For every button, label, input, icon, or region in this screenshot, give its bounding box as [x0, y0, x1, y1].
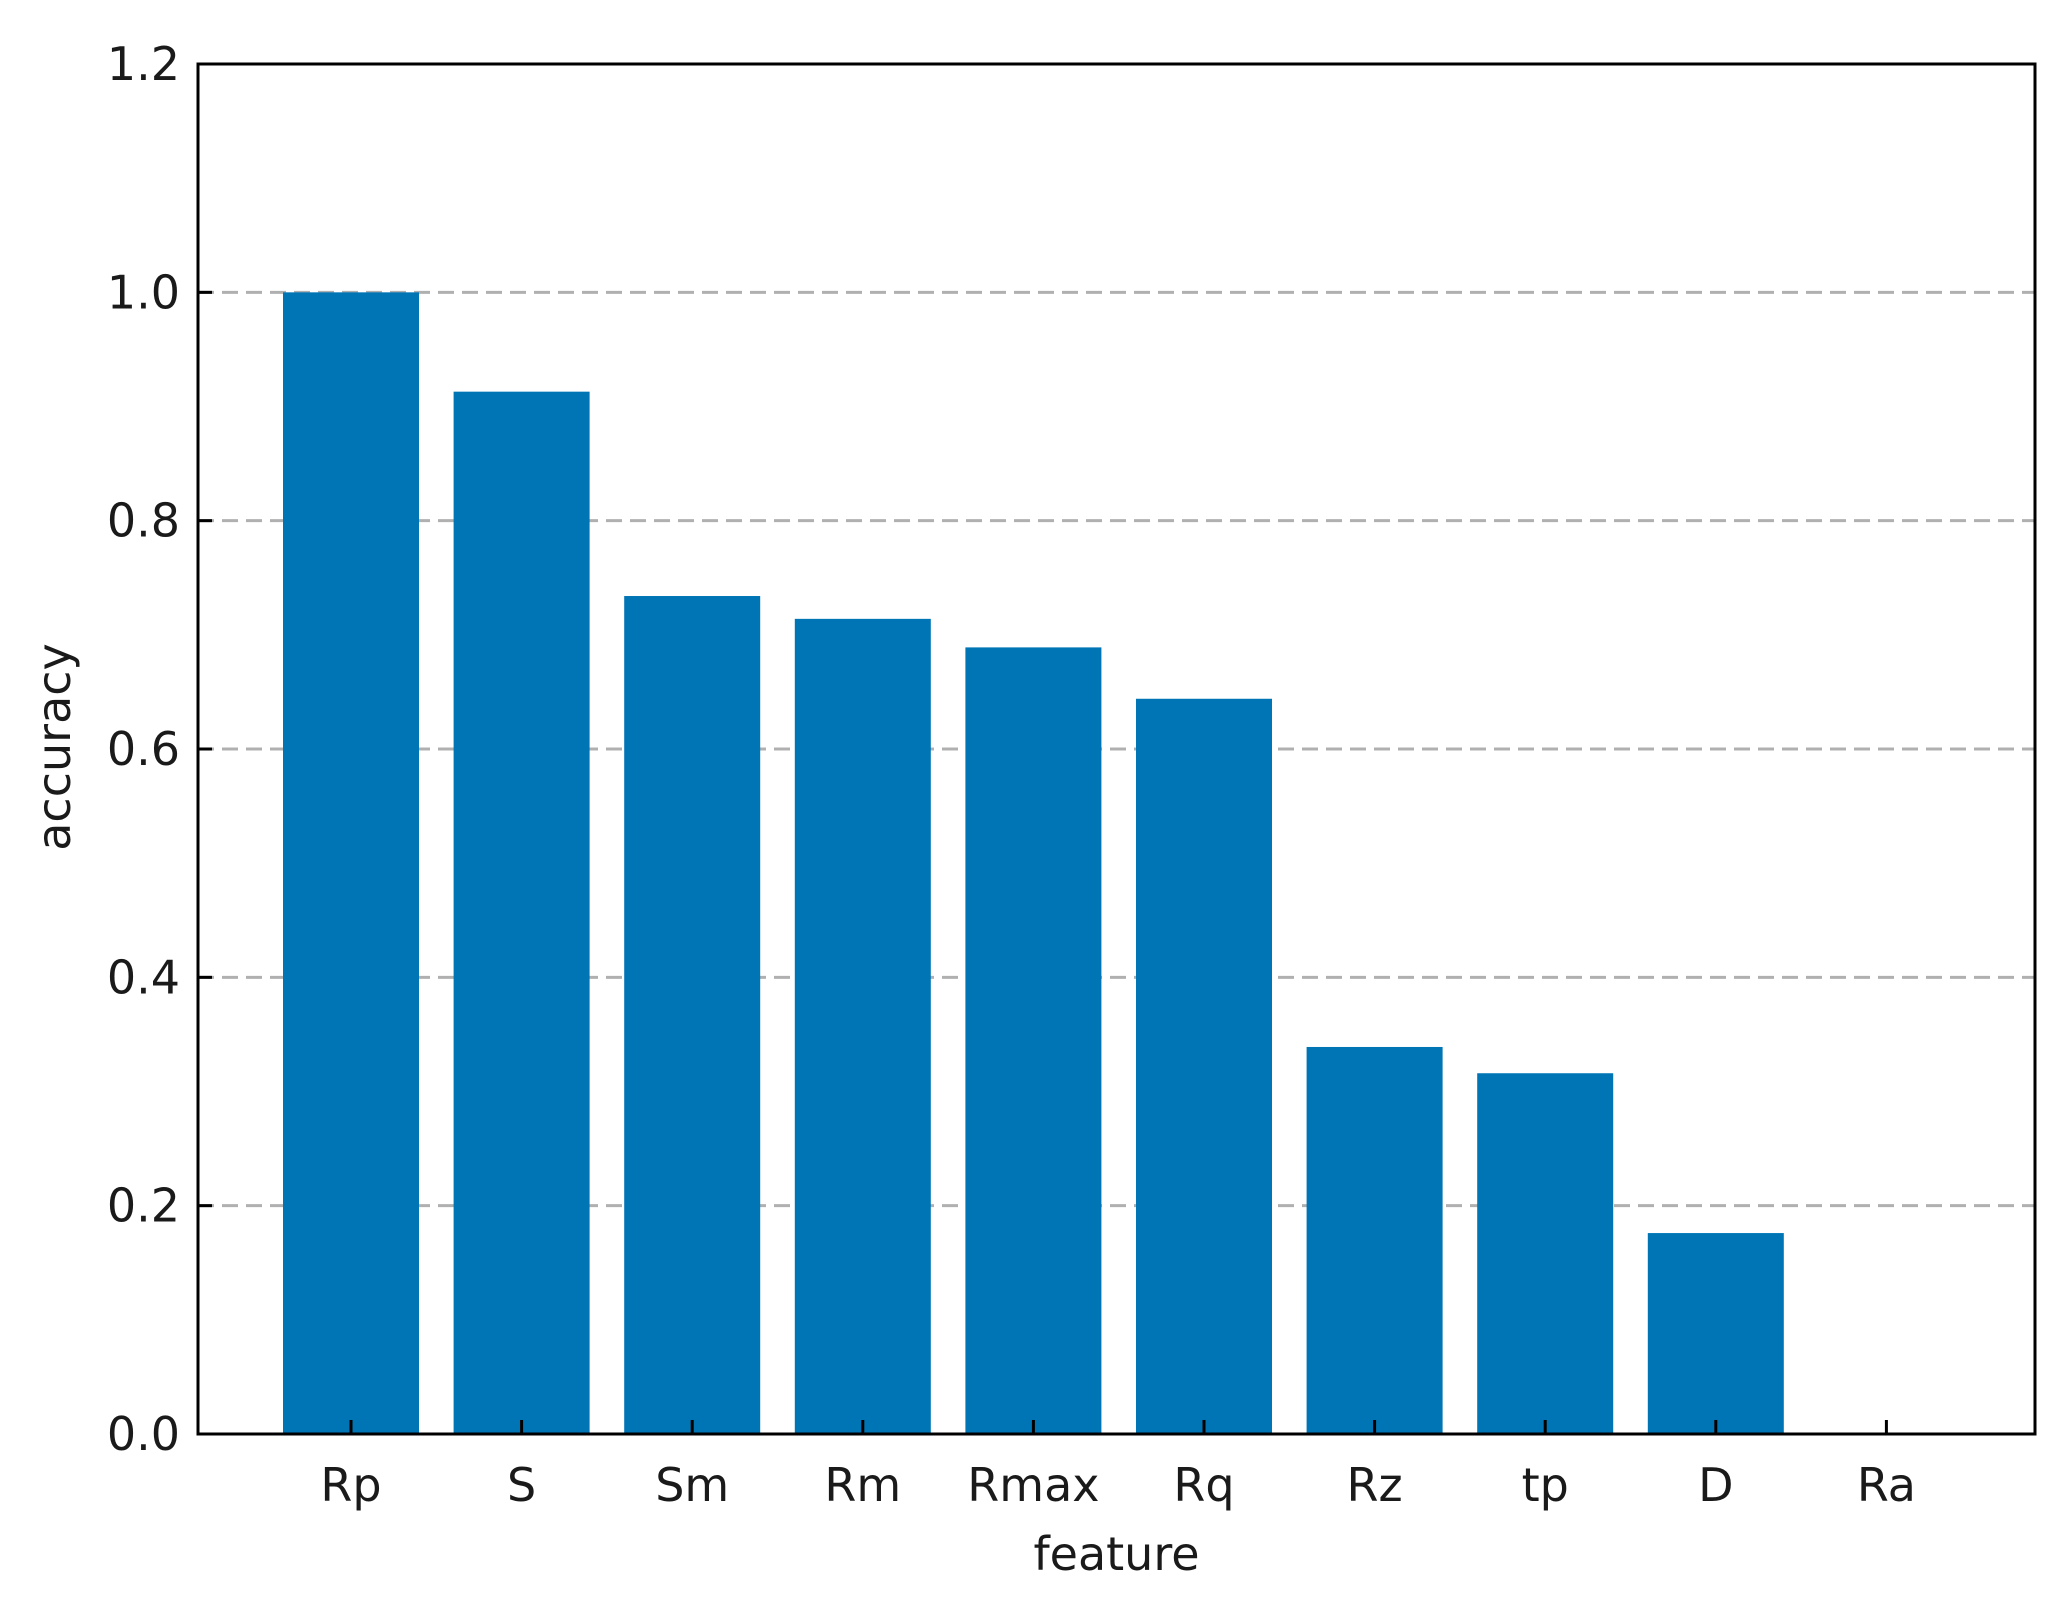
y-tick-label-1: 0.2: [107, 1179, 180, 1233]
bar-Rp: [283, 292, 419, 1434]
bar-Sm: [624, 596, 761, 1434]
bar-D: [1647, 1233, 1784, 1434]
y-tick-label-5: 1.0: [107, 265, 180, 319]
bar-S: [453, 391, 590, 1434]
y-tick-label-6: 1.2: [107, 37, 180, 91]
x-tick-label-Rp: Rp: [320, 1458, 381, 1512]
x-axis-ticks: Rp S Sm Rm Rmax Rq Rz tp D Ra: [320, 1420, 1916, 1512]
bar-Rm: [794, 618, 931, 1434]
y-tick-label-4: 0.8: [107, 494, 180, 548]
bar-Rmax: [965, 647, 1102, 1434]
x-tick-label-Rm: Rm: [824, 1458, 901, 1512]
x-tick-label-tp: tp: [1522, 1458, 1569, 1512]
x-tick-label-Rmax: Rmax: [967, 1458, 1099, 1512]
x-tick-label-Ra: Ra: [1857, 1458, 1916, 1512]
bars: [283, 292, 1784, 1434]
bar-tp: [1477, 1073, 1614, 1434]
y-axis-label: accuracy: [27, 643, 81, 851]
y-axis-ticks: 0.0 0.2 0.4 0.6 0.8 1.0 1.2: [107, 37, 212, 1461]
x-axis-label: feature: [1033, 1527, 1199, 1581]
bar-Rz: [1306, 1046, 1443, 1434]
x-tick-label-D: D: [1698, 1458, 1733, 1512]
x-tick-label-S: S: [507, 1458, 536, 1512]
y-tick-label-0: 0.0: [107, 1407, 180, 1461]
x-tick-label-Sm: Sm: [655, 1458, 729, 1512]
x-tick-label-Rq: Rq: [1173, 1458, 1234, 1512]
x-tick-label-Rz: Rz: [1347, 1458, 1403, 1512]
bar-Rq: [1136, 698, 1272, 1434]
gridlines: [198, 290, 2035, 1208]
y-tick-label-2: 0.4: [107, 950, 180, 1004]
y-tick-label-3: 0.6: [107, 722, 180, 776]
